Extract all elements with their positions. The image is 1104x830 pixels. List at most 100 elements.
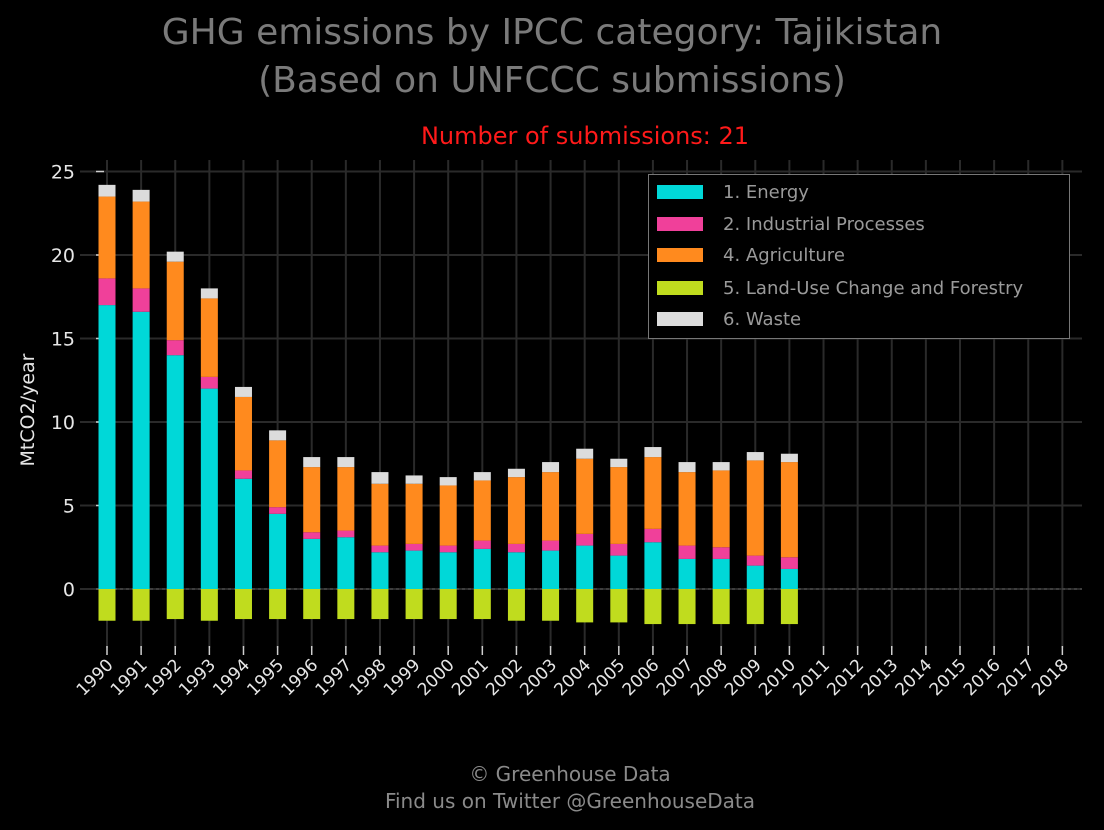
legend-label: 1. Energy — [723, 181, 809, 203]
bar-segment — [473, 548, 491, 589]
bar-segment — [678, 472, 696, 546]
bar-segment — [576, 448, 594, 459]
footer-twitter: Find us on Twitter @GreenhouseData — [384, 789, 756, 813]
x-tick-label: 1993 — [175, 655, 220, 700]
y-tick-label: 15 — [51, 329, 75, 351]
bar-segment — [132, 288, 150, 312]
x-tick-label: 2011 — [789, 655, 834, 700]
bar-segment — [98, 184, 116, 197]
x-tick-label: 1995 — [243, 655, 288, 700]
legend-swatch-landuse — [657, 281, 703, 295]
bar-segment — [269, 440, 287, 508]
x-tick-label: 1996 — [278, 655, 323, 700]
x-tick-label: 1998 — [346, 655, 391, 700]
x-tick-label: 2006 — [619, 655, 664, 700]
legend: 1. Energy 2. Industrial Processes 4. Agr… — [648, 174, 1070, 339]
bar-segment — [780, 589, 798, 625]
x-tick-label: 2001 — [448, 655, 493, 700]
x-tick-label: 2005 — [585, 655, 630, 700]
legend-swatch-waste — [657, 312, 703, 326]
x-tick-label: 1997 — [312, 655, 357, 700]
legend-item-landuse: 5. Land-Use Change and Forestry — [657, 277, 1023, 299]
bar-segment — [166, 340, 184, 356]
bar-segment — [576, 533, 594, 546]
bar-segment — [371, 483, 389, 546]
bar-segment — [439, 552, 457, 589]
x-tick-label: 2012 — [823, 655, 868, 700]
bar-segment — [439, 545, 457, 553]
bar-segment — [473, 589, 491, 620]
bar-segment — [746, 589, 764, 625]
bar-segment — [576, 458, 594, 534]
bar-segment — [439, 485, 457, 546]
bar-segment — [405, 543, 423, 551]
y-tick-label: 20 — [51, 245, 75, 267]
legend-item-waste: 6. Waste — [657, 308, 801, 330]
bar-segment — [746, 565, 764, 589]
bar-segment — [712, 558, 730, 589]
bar-segment — [439, 477, 457, 486]
bar-segment — [473, 480, 491, 541]
x-tick-label: 2004 — [550, 655, 595, 700]
x-tick-label: 2007 — [653, 655, 698, 700]
x-tick-label: 2008 — [687, 655, 732, 700]
bar-segment — [337, 467, 355, 531]
bar-segment — [473, 540, 491, 549]
bar-segment — [303, 457, 321, 468]
bar-segment — [780, 453, 798, 463]
bar-segment — [780, 557, 798, 569]
bar-segment — [780, 568, 798, 589]
bar-segment — [678, 462, 696, 473]
y-tick-label: 25 — [51, 162, 75, 184]
x-tick-label: 2009 — [721, 655, 766, 700]
bar-segment — [98, 589, 116, 621]
x-tick-label: 1994 — [209, 655, 254, 700]
bar-segment — [234, 589, 252, 620]
x-tick-label: 1999 — [380, 655, 425, 700]
bar-segment — [507, 552, 525, 589]
bar-segment — [644, 589, 662, 625]
legend-swatch-agriculture — [657, 248, 703, 262]
x-tick-label: 2002 — [482, 655, 527, 700]
bar-segment — [371, 472, 389, 484]
bar-segment — [405, 589, 423, 620]
bar-segment — [132, 201, 150, 289]
bar-segment — [644, 457, 662, 529]
bar-segment — [234, 396, 252, 471]
x-tick-label: 1991 — [107, 655, 152, 700]
bar-segment — [780, 462, 798, 558]
bar-segment — [371, 589, 389, 620]
bar-segment — [576, 545, 594, 589]
x-tick-label: 2003 — [516, 655, 561, 700]
bar-segment — [269, 589, 287, 620]
legend-item-energy: 1. Energy — [657, 181, 809, 203]
bar-segment — [303, 538, 321, 589]
x-tick-label: 2018 — [1028, 655, 1073, 700]
bar-segment — [610, 555, 628, 589]
bar-segment — [98, 305, 116, 589]
bar-segment — [746, 555, 764, 566]
bar-segment — [303, 532, 321, 539]
bar-segment — [200, 298, 218, 377]
bar-segment — [644, 528, 662, 543]
bar-segment — [234, 470, 252, 479]
bar-segment — [542, 540, 560, 551]
bar-segment — [678, 558, 696, 589]
bar-segment — [507, 468, 525, 478]
bar-segment — [610, 589, 628, 623]
x-tick-label: 2014 — [892, 655, 937, 700]
bar-segment — [610, 458, 628, 468]
bar-segment — [98, 278, 116, 306]
bar-segment — [678, 545, 696, 559]
chart-subtitle: Number of submissions: 21 — [420, 122, 750, 150]
bar-segment — [644, 542, 662, 589]
legend-label: 6. Waste — [723, 308, 802, 330]
bar-segment — [166, 261, 184, 341]
bar-segment — [542, 472, 560, 541]
legend-item-industrial: 2. Industrial Processes — [657, 213, 925, 235]
bar-segment — [200, 589, 218, 621]
bar-segment — [200, 376, 218, 389]
legend-swatch-industrial — [657, 217, 703, 231]
bar-segment — [542, 550, 560, 589]
